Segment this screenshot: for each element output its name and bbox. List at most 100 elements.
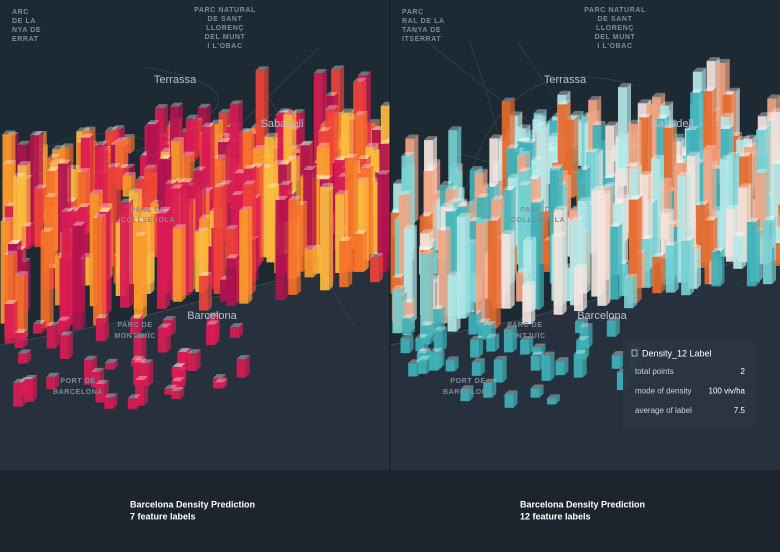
density-column — [606, 316, 620, 337]
coastline — [0, 249, 390, 346]
area-label: PARC DE — [130, 207, 165, 214]
column-side — [104, 379, 109, 403]
area-label: COLLSEROLA — [511, 217, 565, 224]
density-column — [483, 378, 497, 398]
column-side — [228, 180, 233, 242]
column-side — [564, 357, 569, 376]
column-front — [562, 267, 572, 302]
column-top — [172, 224, 186, 229]
column-top — [606, 316, 620, 321]
column-side — [166, 323, 171, 353]
column-front — [206, 324, 216, 346]
column-top — [34, 184, 48, 189]
column-top — [770, 108, 780, 113]
column-front — [104, 397, 114, 409]
column-top — [379, 139, 390, 144]
column-top — [177, 347, 191, 352]
column-top — [76, 127, 90, 132]
column-top — [83, 355, 97, 360]
column-front — [579, 327, 589, 349]
column-front — [57, 320, 67, 335]
column-side — [81, 221, 86, 330]
column-top — [319, 175, 333, 180]
column-front — [501, 101, 511, 205]
column-front — [483, 382, 493, 398]
column-side — [24, 271, 29, 341]
density-column — [597, 189, 611, 306]
column-side — [312, 165, 317, 260]
column-front — [144, 168, 154, 250]
column-top — [711, 247, 725, 252]
column-front — [172, 366, 182, 390]
column-front — [339, 240, 349, 288]
column-side — [653, 198, 658, 266]
density-column — [447, 271, 461, 332]
column-side — [23, 328, 28, 349]
column-top — [720, 124, 734, 129]
column-top — [213, 154, 227, 159]
column-front — [530, 355, 540, 371]
column-top — [8, 240, 22, 245]
column-top — [586, 148, 600, 153]
density-column — [18, 349, 32, 364]
column-top — [2, 130, 16, 135]
column-top — [144, 164, 158, 169]
column-front — [34, 188, 44, 248]
column-side — [432, 166, 437, 253]
column-side — [586, 197, 591, 294]
column-front — [320, 186, 330, 291]
column-side — [442, 326, 447, 352]
density-column — [214, 378, 228, 389]
column-front — [303, 169, 313, 260]
column-top — [135, 375, 149, 380]
column-front — [83, 359, 93, 385]
column-top — [214, 378, 228, 383]
column-top — [156, 209, 170, 214]
column-top — [181, 151, 195, 156]
area-label: I L'OBAC — [207, 43, 242, 50]
column-side — [621, 199, 626, 276]
column-front — [569, 220, 579, 306]
column-front — [665, 245, 675, 293]
column-top — [212, 374, 226, 379]
column-top — [130, 314, 144, 319]
column-top — [95, 379, 109, 384]
column-front — [624, 277, 634, 309]
column-front — [287, 200, 297, 295]
column-side — [144, 375, 149, 406]
column-side — [496, 216, 501, 329]
column-top — [169, 102, 183, 107]
column-top — [531, 155, 545, 160]
column-top — [218, 108, 232, 113]
column-top — [398, 190, 412, 195]
column-top — [720, 112, 734, 117]
column-top — [44, 193, 58, 198]
column-top — [231, 190, 245, 195]
area-label: RAL DE LA — [402, 18, 445, 25]
column-top — [424, 136, 438, 141]
column-front — [198, 276, 208, 311]
density-column — [486, 333, 500, 352]
column-front — [400, 338, 410, 354]
tooltip-row-label: average of label — [635, 406, 692, 415]
column-top — [532, 343, 546, 348]
column-front — [185, 118, 195, 162]
column-top — [185, 114, 199, 119]
density-column — [61, 207, 75, 327]
column-side — [529, 335, 534, 355]
column-top — [762, 216, 776, 221]
column-side — [495, 333, 500, 352]
column-side — [618, 222, 623, 300]
column-top — [716, 58, 730, 63]
column-top — [733, 232, 747, 237]
column-front — [611, 355, 621, 369]
column-top — [250, 163, 264, 168]
column-front — [628, 199, 638, 303]
density-column — [456, 212, 470, 319]
column-top — [469, 166, 483, 171]
column-front — [40, 231, 50, 328]
density-column — [489, 134, 503, 220]
column-top — [402, 314, 416, 319]
column-top — [210, 119, 224, 124]
column-side — [248, 206, 253, 304]
